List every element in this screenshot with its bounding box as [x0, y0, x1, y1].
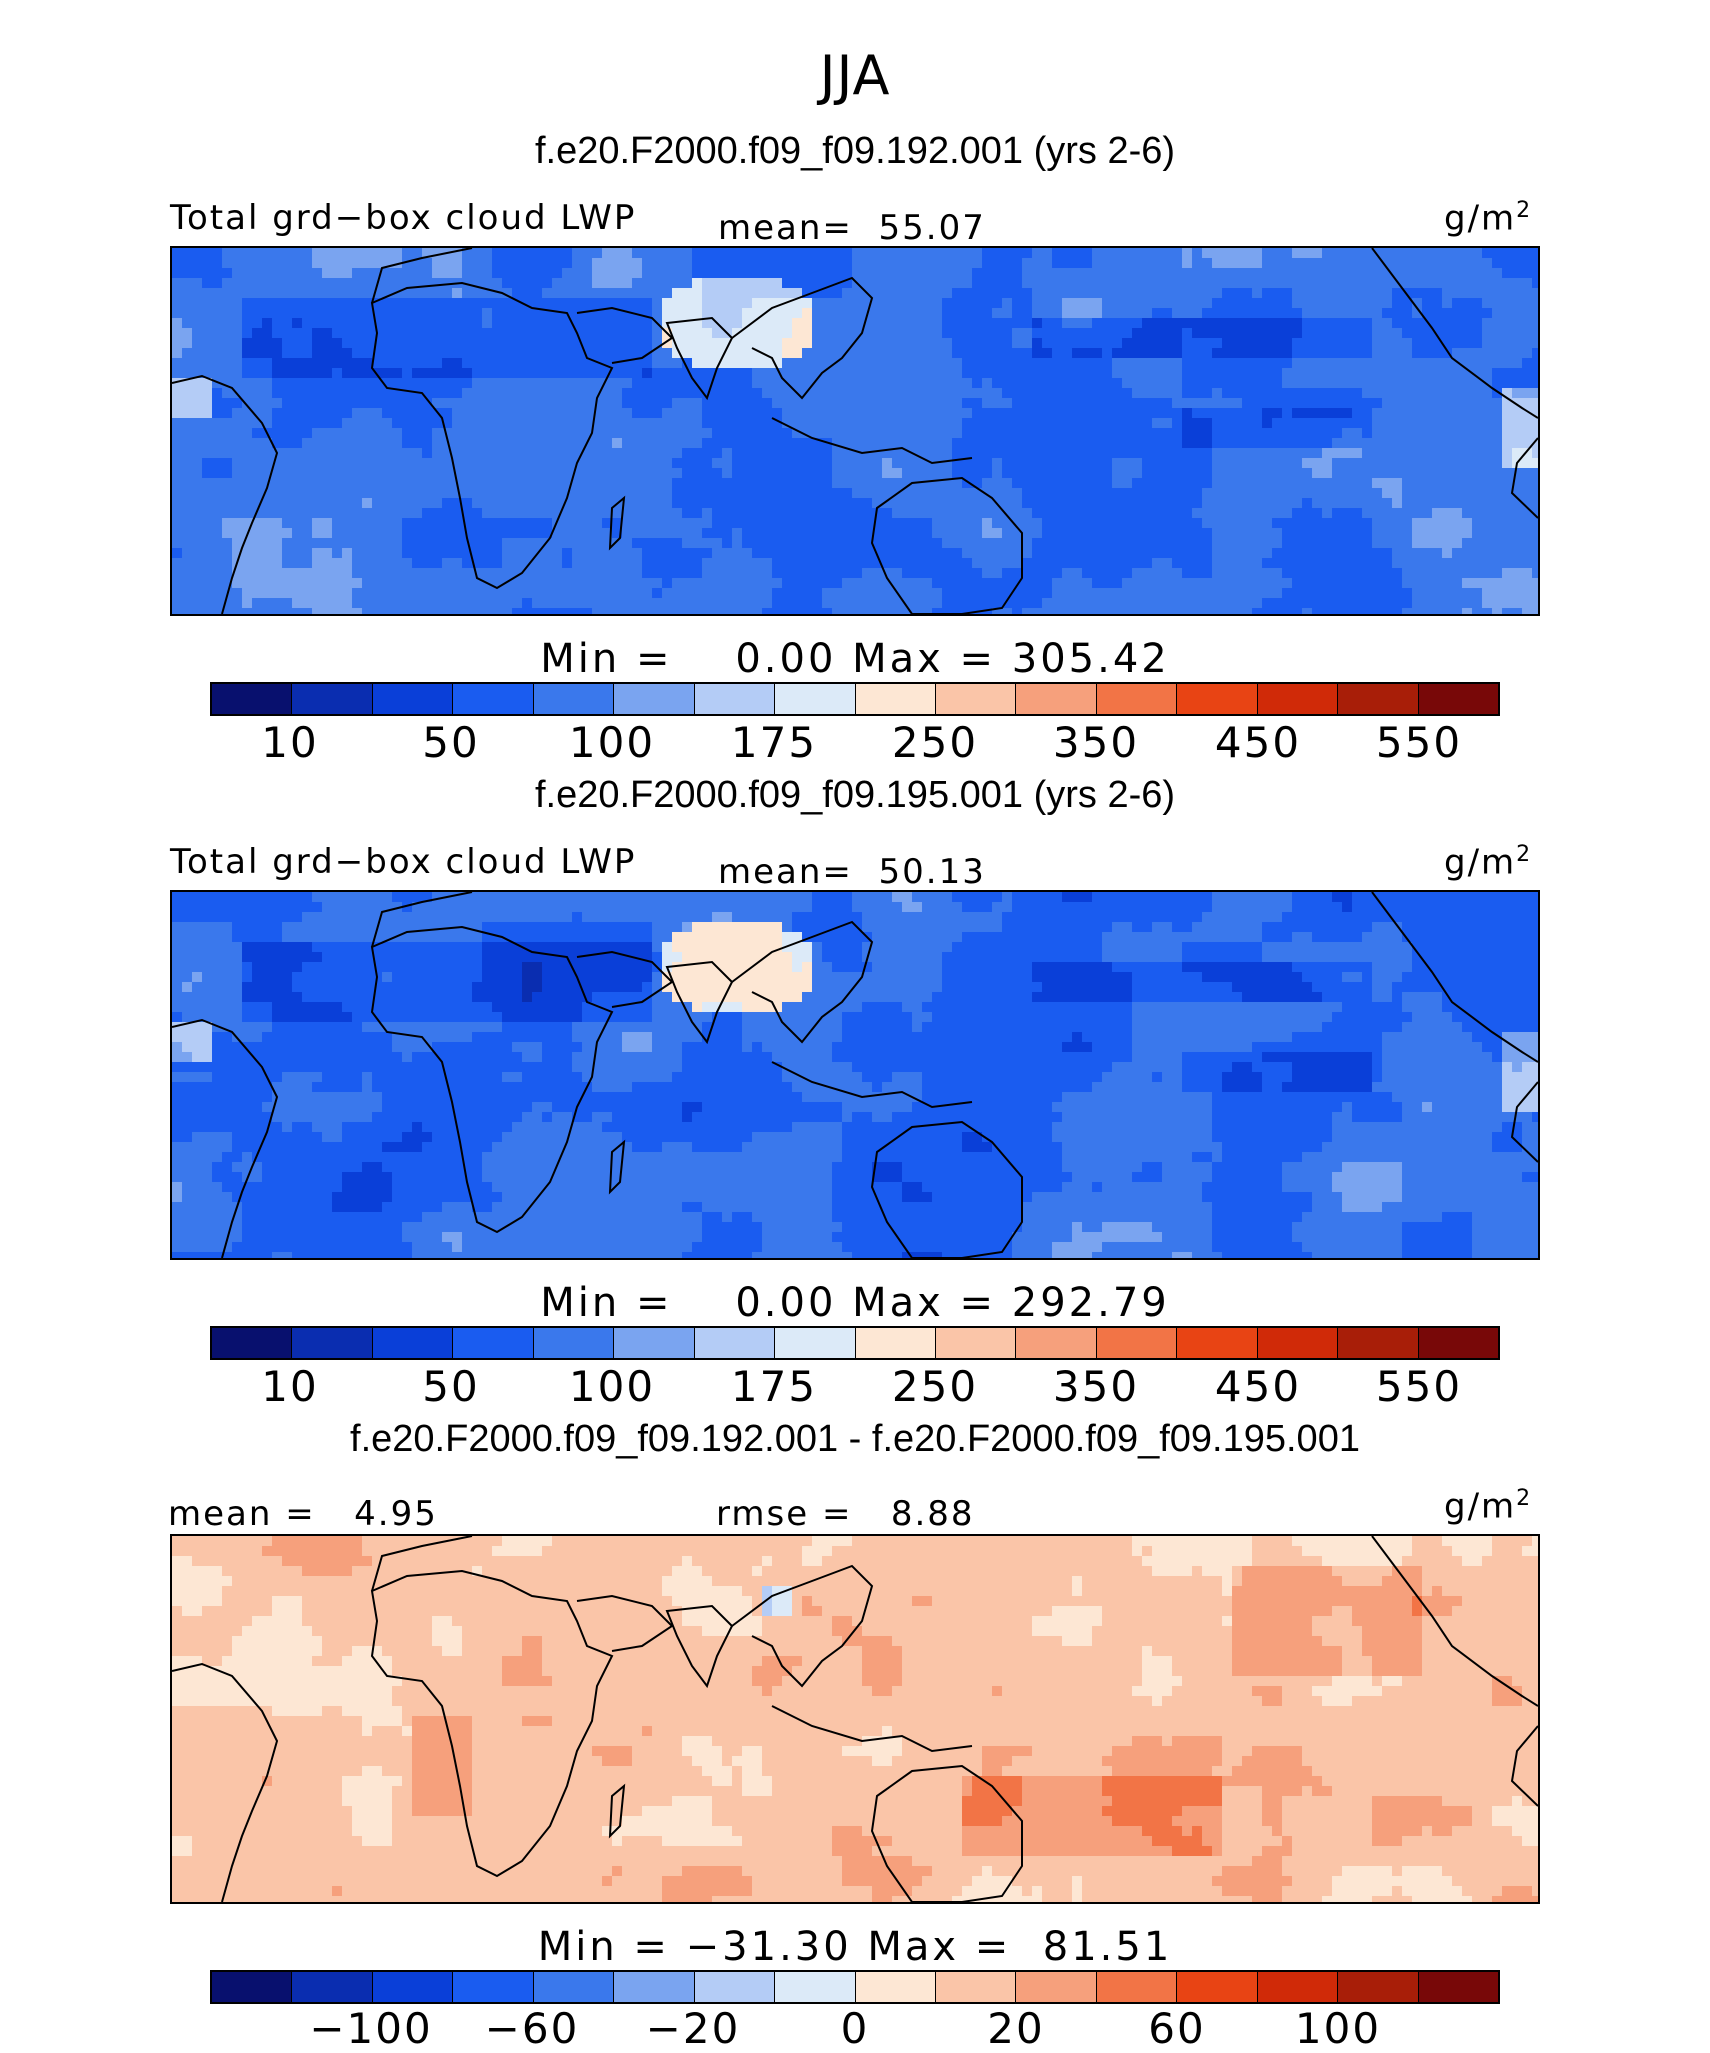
panel-1-mean-label: mean= 55.07: [718, 208, 986, 248]
panel-1-min-max: Min = 0.00 Max = 305.42: [0, 636, 1710, 682]
colorbar-swatch: [614, 684, 694, 714]
colorbar-swatch: [856, 684, 936, 714]
figure-title: JJA: [0, 44, 1710, 107]
panel-2-mean-label: mean= 50.13: [718, 852, 986, 892]
colorbar-swatch: [936, 1972, 1016, 2002]
colorbar-swatch: [1419, 1328, 1498, 1358]
panel-1-tick: 10: [261, 718, 318, 767]
colorbar-swatch: [614, 1972, 694, 2002]
panel-1-tick: 550: [1376, 718, 1462, 767]
colorbar-swatch: [534, 1328, 614, 1358]
colorbar-swatch: [373, 1972, 453, 2002]
panel-3-tick: 100: [1295, 2004, 1381, 2053]
panel-2-tick: 550: [1376, 1362, 1462, 1411]
panel-1-tick: 350: [1053, 718, 1139, 767]
colorbar-swatch: [775, 684, 855, 714]
colorbar-swatch: [1258, 1328, 1338, 1358]
panel-1-tick: 250: [892, 718, 978, 767]
panel-2-variable-label: Total grd−box cloud LWP: [170, 842, 636, 882]
colorbar-swatch: [1177, 1328, 1257, 1358]
colorbar-swatch: [1338, 1328, 1418, 1358]
colorbar-swatch: [1177, 1972, 1257, 2002]
panel-1-colorbar: [210, 682, 1500, 716]
panel-3-min-max: Min = −31.30 Max = 81.51: [0, 1924, 1710, 1970]
colorbar-swatch: [534, 1972, 614, 2002]
panel-3-case-title: f.e20.F2000.f09_f09.192.001 - f.e20.F200…: [0, 1418, 1710, 1461]
colorbar-swatch: [775, 1328, 855, 1358]
panel-2-tick: 175: [731, 1362, 817, 1411]
colorbar-swatch: [614, 1328, 694, 1358]
panel-3-tick: 0: [841, 2004, 870, 2053]
colorbar-swatch: [1177, 684, 1257, 714]
panel-2-units: g/m2: [1444, 842, 1532, 882]
panel-2-map: [170, 890, 1540, 1260]
colorbar-swatch: [775, 1972, 855, 2002]
colorbar-swatch: [292, 684, 372, 714]
panel-2-tick: 250: [892, 1362, 978, 1411]
panel-3-colorbar: [210, 1970, 1500, 2004]
colorbar-swatch: [1097, 1972, 1177, 2002]
panel-2-min-max: Min = 0.00 Max = 292.79: [0, 1280, 1710, 1326]
panel-1-tick: 100: [569, 718, 655, 767]
colorbar-swatch: [1258, 684, 1338, 714]
colorbar-swatch: [936, 1328, 1016, 1358]
colorbar-swatch: [1097, 1328, 1177, 1358]
colorbar-swatch: [936, 684, 1016, 714]
panel-1-tick: 450: [1215, 718, 1301, 767]
colorbar-swatch: [1258, 1972, 1338, 2002]
panel-3-mean-label: mean = 4.95: [168, 1494, 438, 1534]
colorbar-swatch: [212, 1972, 292, 2002]
panel-2-tick: 450: [1215, 1362, 1301, 1411]
colorbar-swatch: [1338, 684, 1418, 714]
colorbar-swatch: [1016, 1972, 1096, 2002]
colorbar-swatch: [1419, 1972, 1498, 2002]
colorbar-swatch: [373, 1328, 453, 1358]
panel-3-tick: 60: [1148, 2004, 1205, 2053]
panel-1-variable-label: Total grd−box cloud LWP: [170, 198, 636, 238]
colorbar-swatch: [856, 1972, 936, 2002]
colorbar-swatch: [292, 1328, 372, 1358]
panel-2-case-title: f.e20.F2000.f09_f09.195.001 (yrs 2-6): [0, 774, 1710, 817]
panel-3-units: g/m2: [1444, 1486, 1532, 1526]
colorbar-swatch: [1016, 684, 1096, 714]
panel-3-tick: −20: [646, 2004, 741, 2053]
panel-1-tick: 175: [731, 718, 817, 767]
panel-1-tick: 50: [422, 718, 479, 767]
panel-1-units: g/m2: [1444, 198, 1532, 238]
colorbar-swatch: [534, 684, 614, 714]
panel-2-tick: 50: [422, 1362, 479, 1411]
colorbar-swatch: [212, 684, 292, 714]
colorbar-swatch: [1016, 1328, 1096, 1358]
colorbar-swatch: [292, 1972, 372, 2002]
colorbar-swatch: [856, 1328, 936, 1358]
panel-2-tick: 100: [569, 1362, 655, 1411]
colorbar-swatch: [695, 1328, 775, 1358]
colorbar-swatch: [453, 1972, 533, 2002]
colorbar-swatch: [453, 1328, 533, 1358]
colorbar-swatch: [453, 684, 533, 714]
panel-3-map: [170, 1534, 1540, 1904]
panel-1-case-title: f.e20.F2000.f09_f09.192.001 (yrs 2-6): [0, 130, 1710, 173]
colorbar-swatch: [695, 1972, 775, 2002]
panel-3-rmse-label: rmse = 8.88: [716, 1494, 975, 1534]
colorbar-swatch: [212, 1328, 292, 1358]
panel-2-tick: 10: [261, 1362, 318, 1411]
colorbar-swatch: [1419, 684, 1498, 714]
panel-3-tick: −100: [309, 2004, 432, 2053]
panel-1-map: [170, 246, 1540, 616]
colorbar-swatch: [373, 684, 453, 714]
panel-2-tick: 350: [1053, 1362, 1139, 1411]
panel-3-tick: 20: [987, 2004, 1044, 2053]
colorbar-swatch: [1338, 1972, 1418, 2002]
colorbar-swatch: [695, 684, 775, 714]
panel-3-tick: −60: [485, 2004, 580, 2053]
colorbar-swatch: [1097, 684, 1177, 714]
panel-2-colorbar: [210, 1326, 1500, 1360]
